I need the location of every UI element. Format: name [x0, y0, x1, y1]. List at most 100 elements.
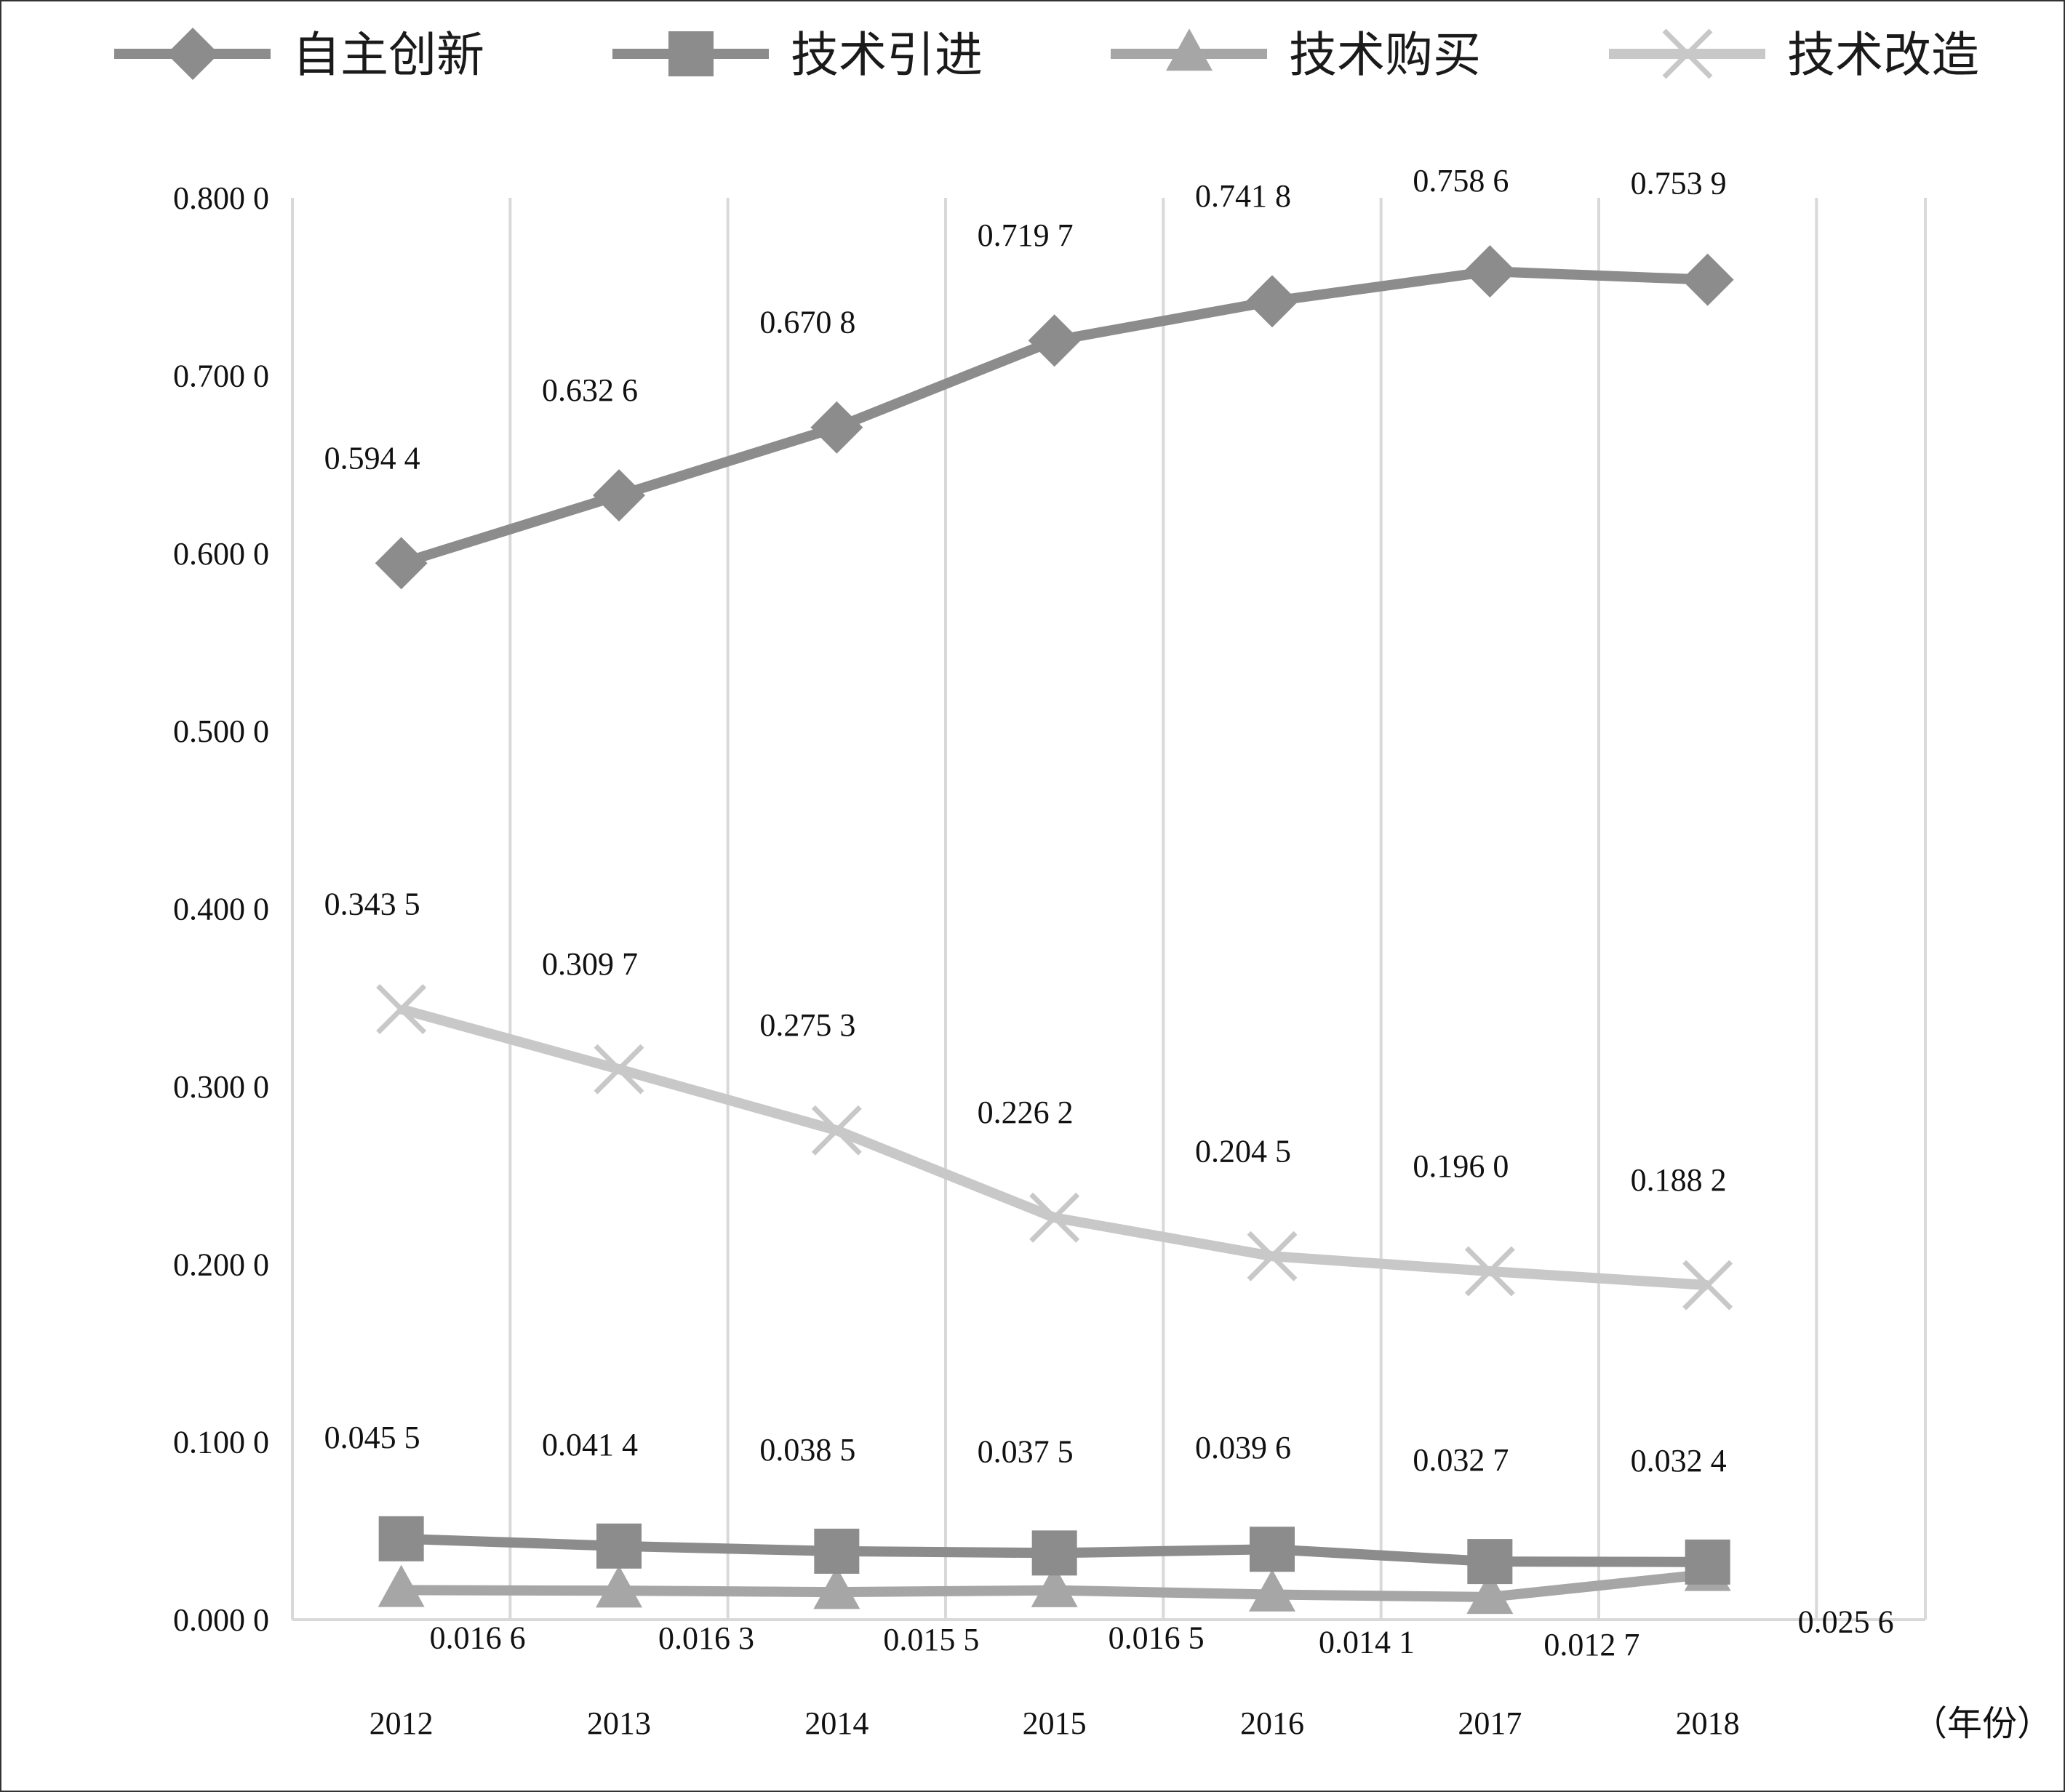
- x-marker-stroke: [1247, 1231, 1298, 1281]
- data-label: 0.015 5: [883, 1622, 979, 1657]
- data-label: 0.032 4: [1631, 1443, 1727, 1479]
- x-tick-label: 2012: [370, 1705, 434, 1741]
- data-point-x: [376, 984, 427, 1035]
- y-tick-label: 0.800 0: [173, 180, 269, 216]
- data-label: 0.753 9: [1631, 166, 1727, 201]
- data-label: 0.037 5: [978, 1433, 1074, 1469]
- data-point-square: [1685, 1539, 1730, 1585]
- data-label: 0.719 7: [978, 217, 1074, 253]
- data-label: 0.275 3: [759, 1007, 855, 1043]
- data-label: 0.045 5: [324, 1420, 420, 1455]
- data-point-diamond: [1681, 253, 1734, 306]
- data-label: 0.226 2: [978, 1095, 1074, 1130]
- data-point-square: [1467, 1539, 1513, 1585]
- data-point-x: [1464, 1246, 1515, 1297]
- data-label: 0.032 7: [1413, 1442, 1509, 1478]
- y-tick-label: 0.000 0: [173, 1602, 269, 1638]
- data-point-x: [1029, 1192, 1080, 1243]
- legend-item: 技术引进: [612, 27, 983, 83]
- legend-label: 技术改造: [1787, 27, 1979, 83]
- x-marker-stroke: [1029, 1192, 1080, 1243]
- y-tick-label: 0.100 0: [173, 1425, 269, 1460]
- data-point-x: [1247, 1231, 1298, 1281]
- data-point-square: [1250, 1527, 1295, 1572]
- data-point-x: [811, 1105, 862, 1156]
- x-marker-stroke: [1464, 1246, 1515, 1297]
- data-point-diamond: [1246, 275, 1298, 328]
- series-group: [375, 245, 1734, 1615]
- series-square: [378, 1516, 1730, 1585]
- x-tick-label: 2018: [1676, 1705, 1740, 1741]
- y-tick-label: 0.700 0: [173, 358, 269, 393]
- data-label: 0.204 5: [1195, 1133, 1291, 1169]
- data-label: 0.196 0: [1413, 1148, 1509, 1184]
- legend: 自主创新 技术引进 技术购买 技术改造: [114, 27, 1979, 83]
- x-tick-label: 2015: [1023, 1705, 1087, 1741]
- legend-label: 技术引进: [791, 27, 983, 83]
- data-point-square: [814, 1528, 860, 1574]
- data-label: 0.025 6: [1798, 1604, 1894, 1639]
- x-marker-stroke: [1682, 1260, 1733, 1311]
- x-marker-stroke: [1662, 28, 1713, 79]
- data-label: 0.188 2: [1631, 1162, 1727, 1198]
- data-label: 0.012 7: [1543, 1627, 1639, 1663]
- data-point-square: [378, 1516, 424, 1561]
- legend-marker-x: [1662, 28, 1713, 79]
- legend-item: 技术改造: [1609, 27, 1979, 83]
- data-point-triangle: [596, 1565, 642, 1608]
- data-label: 0.038 5: [759, 1432, 855, 1468]
- y-tick-label: 0.300 0: [173, 1069, 269, 1105]
- data-label: 0.016 5: [1109, 1620, 1205, 1656]
- data-label: 0.041 4: [542, 1427, 638, 1463]
- data-label: 0.016 6: [430, 1620, 526, 1655]
- legend-label: 技术购买: [1289, 27, 1481, 83]
- data-label: 0.014 1: [1319, 1625, 1415, 1660]
- data-point-triangle: [813, 1567, 860, 1609]
- data-point-triangle: [1249, 1569, 1295, 1612]
- data-label: 0.594 4: [324, 440, 420, 476]
- data-point-square: [1031, 1530, 1077, 1576]
- gridlines: [291, 198, 1927, 1620]
- axes: 0.000 0 0.100 0 0.200 0 0.300 0 0.400 0 0.500…: [173, 180, 1925, 1741]
- x-tick-label: 2017: [1458, 1705, 1522, 1741]
- data-label: 0.741 8: [1195, 178, 1291, 214]
- data-point-square: [596, 1523, 642, 1569]
- x-tick-label: 2014: [804, 1705, 868, 1741]
- data-point-x: [1682, 1260, 1733, 1311]
- data-point-triangle: [1466, 1572, 1514, 1615]
- legend-marker-triangle: [1166, 28, 1213, 71]
- legend-label: 自主创新: [292, 27, 484, 83]
- x-marker-stroke: [811, 1105, 862, 1156]
- data-label: 0.039 6: [1195, 1430, 1291, 1465]
- data-label: 0.670 8: [759, 305, 855, 340]
- data-label: 0.343 5: [324, 887, 420, 922]
- y-tick-label: 0.400 0: [173, 892, 269, 927]
- data-label: 0.758 6: [1413, 163, 1509, 199]
- data-point-triangle: [1031, 1564, 1078, 1607]
- data-point-diamond: [593, 469, 645, 522]
- data-point-x: [594, 1044, 644, 1095]
- legend-marker-diamond: [167, 28, 219, 80]
- legend-item: 自主创新: [114, 27, 484, 83]
- series-diamond: [375, 245, 1734, 590]
- data-label: 0.309 7: [542, 946, 638, 982]
- data-labels: 0.594 4 0.632 6 0.670 8 0.719 7 0.741 8 0.758…: [324, 163, 1894, 1663]
- data-point-diamond: [1028, 314, 1081, 367]
- legend-marker-square: [668, 31, 714, 76]
- x-axis-unit-label: （年份）: [1912, 1703, 2052, 1744]
- x-tick-label: 2016: [1240, 1705, 1304, 1741]
- data-point-triangle: [378, 1564, 425, 1607]
- data-label: 0.016 3: [658, 1620, 754, 1656]
- y-tick-label: 0.600 0: [173, 536, 269, 572]
- data-point-diamond: [375, 537, 428, 590]
- data-label: 0.632 6: [542, 372, 638, 408]
- data-point-diamond: [810, 401, 863, 454]
- legend-item: 技术购买: [1111, 27, 1481, 83]
- x-tick-label: 2013: [587, 1705, 651, 1741]
- x-marker-stroke: [376, 984, 427, 1035]
- data-point-diamond: [1463, 245, 1517, 298]
- x-marker-stroke: [594, 1044, 644, 1095]
- y-tick-label: 0.500 0: [173, 713, 269, 749]
- series-x: [376, 984, 1733, 1311]
